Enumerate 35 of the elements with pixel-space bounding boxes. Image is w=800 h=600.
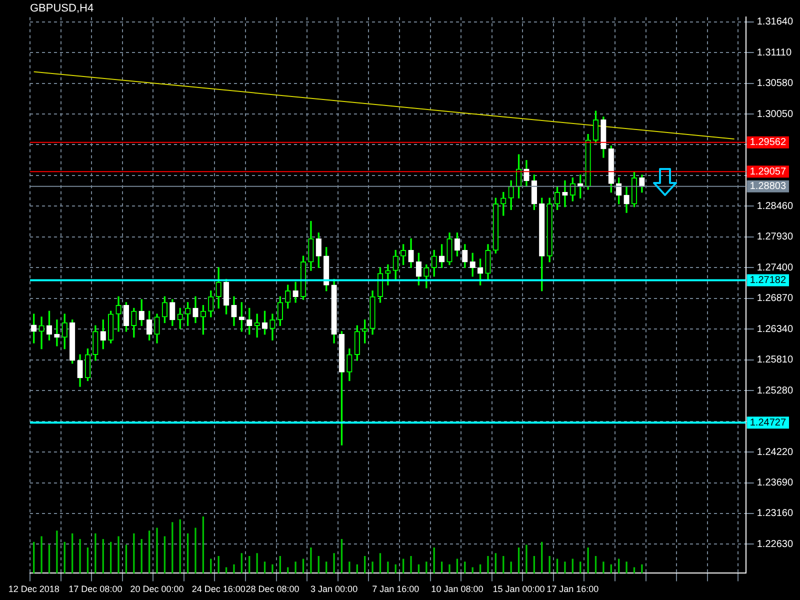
y-tick-label: 1.27400 [756,262,794,274]
x-tick-label: 12 Dec 2018 [8,584,60,594]
y-tick-label: 1.30580 [756,78,794,90]
y-tick-label: 1.27930 [756,232,794,243]
y-tick-label: 1.26870 [756,293,794,304]
x-tick-label: 15 Jan 00:00 [492,584,545,594]
y-tick-label: 1.23160 [756,508,794,520]
x-tick-label: 10 Jan 08:00 [431,584,484,594]
x-tick-label: 17 Jan 16:00 [546,584,599,594]
y-tick-label: 1.28460 [756,200,794,212]
ref-line-label: 1.24727 [750,417,786,428]
chart-title: GBPUSD,H4 [30,2,94,15]
x-tick-label: 3 Jan 00:00 [310,584,358,594]
candlestick [38,316,44,350]
x-tick-label: 7 Jan 16:00 [372,584,420,594]
ref-line-label: 1.28803 [750,181,786,192]
y-tick-label: 1.22630 [756,538,794,550]
ref-line-label: 1.27182 [750,275,786,286]
x-tick-label: 17 Dec 08:00 [68,584,122,594]
x-tick-label: 28 Dec 08:00 [246,584,300,594]
y-tick-label: 1.30050 [756,108,794,120]
y-tick-label: 1.24220 [756,446,794,458]
y-tick-label: 1.23690 [756,478,794,489]
candlestick [562,180,568,208]
x-tick-label: 24 Dec 16:00 [192,584,246,594]
y-tick-label: 1.26340 [756,324,794,335]
y-tick-label: 1.31110 [756,47,792,58]
y-tick-label: 1.31640 [756,16,794,28]
y-tick-label: 1.25280 [756,385,794,396]
candlestick [54,320,60,346]
ref-line-label: 1.29057 [750,166,786,178]
ref-line-label: 1.29562 [750,137,786,148]
candlestick [254,314,260,338]
y-tick-label: 1.25810 [756,354,794,366]
x-tick-label: 20 Dec 00:00 [130,584,184,594]
